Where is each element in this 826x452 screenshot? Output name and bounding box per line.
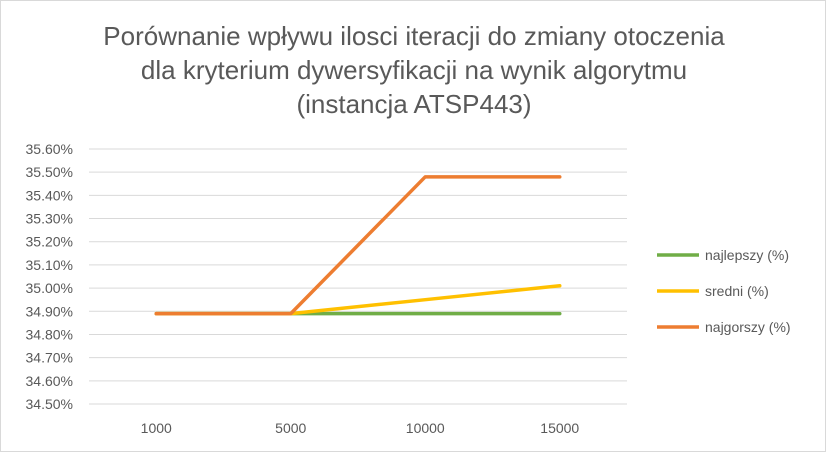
series-lines bbox=[154, 175, 562, 316]
y-tick-label: 34.80% bbox=[26, 326, 73, 342]
y-tick-label: 35.30% bbox=[26, 211, 73, 227]
legend-label-najlepszy: najlepszy (%) bbox=[705, 247, 789, 263]
y-tick-label: 35.10% bbox=[26, 257, 73, 273]
legend: najlepszy (%) sredni (%) najgorszy (%) bbox=[657, 247, 791, 335]
series-line-najgorszy bbox=[154, 175, 562, 316]
y-tick-label: 35.20% bbox=[26, 234, 73, 250]
chart-title: Porównanie wpływu ilosci iteracji do zmi… bbox=[103, 21, 725, 119]
gridlines bbox=[89, 148, 627, 405]
x-tick-label: 10000 bbox=[406, 420, 445, 436]
y-tick-label: 34.60% bbox=[26, 373, 73, 389]
series-line-sredni bbox=[154, 284, 562, 316]
y-tick-label: 35.60% bbox=[26, 141, 73, 157]
y-tick-label: 35.00% bbox=[26, 280, 73, 296]
x-tick-label: 1000 bbox=[141, 420, 172, 436]
legend-label-najgorszy: najgorszy (%) bbox=[705, 319, 791, 335]
x-tick-label: 15000 bbox=[540, 420, 579, 436]
y-tick-label: 35.40% bbox=[26, 187, 73, 203]
y-tick-label: 34.70% bbox=[26, 350, 73, 366]
y-tick-label: 34.90% bbox=[26, 303, 73, 319]
x-axis-tick-labels: 1000 5000 10000 15000 bbox=[141, 420, 580, 436]
x-tick-label: 5000 bbox=[275, 420, 306, 436]
y-tick-label: 34.50% bbox=[26, 396, 73, 412]
y-tick-label: 35.50% bbox=[26, 164, 73, 180]
y-axis-tick-labels: 34.50% 34.60% 34.70% 34.80% 34.90% 35.00% 35.1… bbox=[26, 141, 73, 412]
legend-label-sredni: sredni (%) bbox=[705, 283, 769, 299]
